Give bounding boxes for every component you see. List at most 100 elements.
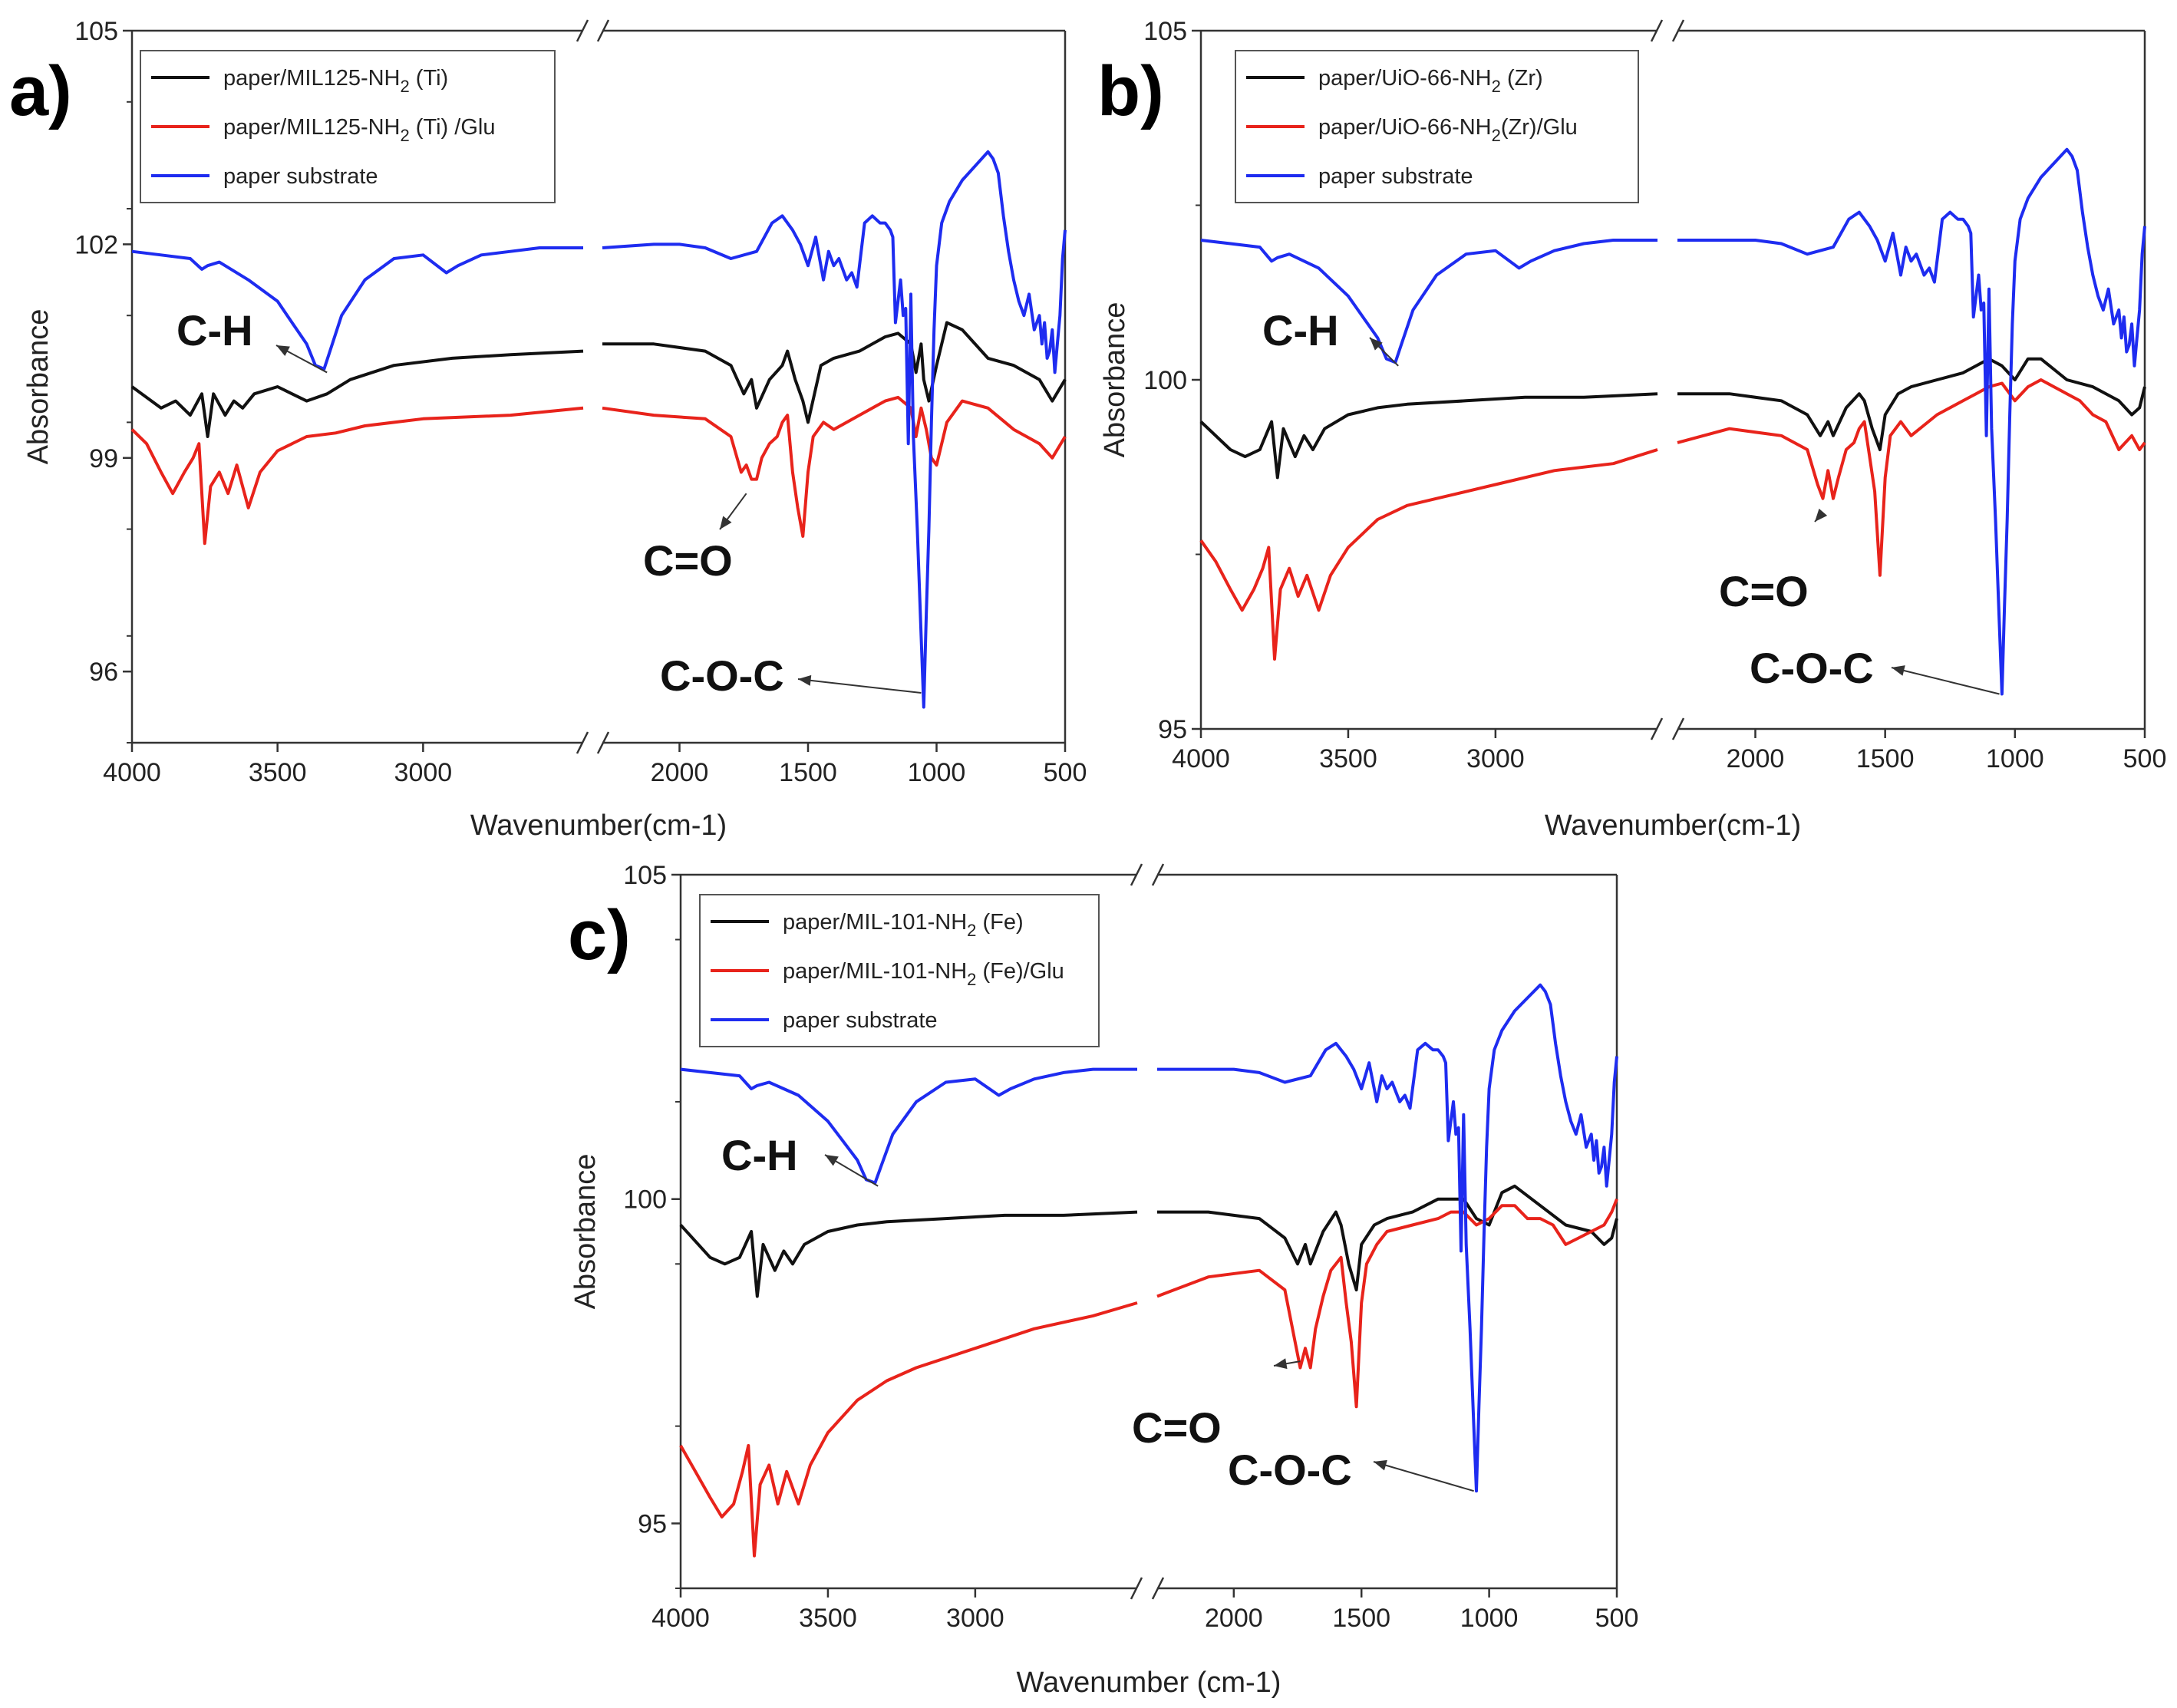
annotation-label: C-O-C [1228,1446,1352,1494]
x-tick-label: 500 [2123,744,2167,773]
x-tick-label: 1500 [1332,1604,1390,1633]
legend-entry: paper/MIL125-NH2 (Ti) [223,66,448,96]
annotation-label: C=O [643,536,733,585]
x-tick-label: 1500 [779,758,837,787]
axis-break-mark [1151,1577,1165,1600]
axis-break-mark [596,731,610,754]
series-line-3-high [680,1067,1137,1185]
y-axis-title: Absorbance [22,309,54,465]
x-tick-label: 2000 [651,758,709,787]
legend-entry: paper substrate [1318,164,1473,189]
y-tick-label: 105 [623,861,667,890]
y-axis-title: Absorbance [1099,302,1131,458]
series-line-2-low [1677,378,2146,577]
x-tick-label: 2000 [1205,1604,1263,1633]
axis-break-mark [1130,1577,1143,1600]
series-line-1-high [130,349,584,438]
annotation-arrowhead [1274,1358,1288,1370]
x-tick-label: 3500 [1319,744,1377,773]
chart-panel-3: 4000 3500 3000 2000 1500 1000 500 95 100 105 Waven… [568,861,1638,1699]
axis-break-mark [1671,717,1685,740]
series-line-3-low [1677,147,2146,696]
annotation-arrowhead [276,345,290,357]
legend-entry: paper substrate [223,164,378,189]
series-line-1-high [1199,392,1658,480]
axis-break-mark [576,731,589,754]
axis-break-mark [596,19,610,42]
x-tick-label: 2000 [1727,744,1785,773]
annotation-label: C-O-C [1750,644,1874,692]
series-line-2-high [1199,448,1658,661]
axis-break-mark [1650,19,1664,42]
series-line-2-low [602,395,1067,538]
axis-break-mark [1671,19,1685,42]
x-tick-label: 1500 [1856,744,1915,773]
x-tick-label: 4000 [103,758,161,787]
annotation-arrowhead [1892,665,1905,676]
x-axis-title: Wavenumber(cm-1) [1545,809,1801,842]
x-tick-label: 4000 [651,1604,710,1633]
legend-entry: paper/UiO-66-NH2 (Zr) [1318,66,1543,96]
y-tick-label: 100 [1143,366,1187,395]
panel-label: b) [1097,52,1164,130]
annotation-arrow [797,678,922,694]
legend-entry: paper/UiO-66-NH2(Zr)/Glu [1318,115,1578,145]
annotation-arrowhead [798,674,812,686]
x-tick-label: 500 [1595,1604,1639,1633]
axis-break-mark [576,19,589,42]
annotation-arrowhead [825,1155,839,1166]
annotation-arrowhead [1370,338,1383,351]
x-tick-label: 1000 [1986,744,2044,773]
x-tick-label: 3000 [394,758,453,787]
series-line-3-low [602,150,1067,709]
legend-entry: paper/MIL125-NH2 (Ti) /Glu [223,115,495,145]
y-tick-label: 96 [89,658,118,687]
y-tick-label: 99 [89,444,118,473]
x-tick-label: 3500 [799,1604,857,1633]
x-tick-label: 3000 [946,1604,1004,1633]
annotation-arrowhead [1374,1459,1387,1471]
y-tick-label: 105 [74,17,118,46]
panel-label: c) [568,896,631,974]
chart-panel-2: 4000 3500 3000 2000 1500 1000 500 95 100 105 Waven… [1097,17,2166,842]
chart-panel-1: 4000 3500 3000 2000 1500 1000 500 96 99 102 105 Wav… [9,17,1087,842]
annotation-arrowhead [1815,508,1828,522]
annotation-arrow [1373,1461,1474,1492]
series-line-1-high [679,1210,1138,1298]
legend-entry: paper/MIL-101-NH2 (Fe)/Glu [783,959,1064,989]
legend: paper/UiO-66-NH2 (Zr) paper/UiO-66-NH2(Zr… [1235,50,1639,203]
series-line-3-low [1157,983,1618,1493]
x-tick-label: 3500 [249,758,307,787]
x-tick-label: 500 [1044,758,1087,787]
legend-entry: paper/MIL-101-NH2 (Fe) [783,910,1024,940]
y-axis-title: Absorbance [569,1154,602,1310]
x-axis-title: Wavenumber(cm-1) [470,809,727,842]
legend-entry: paper substrate [783,1008,938,1033]
x-axis-title: Wavenumber (cm-1) [1017,1667,1281,1699]
x-tick-label: 1000 [908,758,966,787]
x-tick-label: 3000 [1466,744,1525,773]
axis-break-mark [1130,863,1143,886]
x-tick-label: 4000 [1172,744,1230,773]
panel-label: a) [9,52,72,130]
y-tick-label: 95 [1158,715,1187,744]
y-tick-label: 100 [623,1185,667,1215]
series-line-1-low [1157,1184,1618,1292]
x-tick-label: 1000 [1460,1604,1519,1633]
series-line-2-high [130,406,584,546]
annotation-label: C-H [1262,306,1339,354]
y-tick-label: 95 [638,1509,667,1538]
series-line-1-low [1677,357,2146,451]
y-tick-label: 105 [1143,17,1187,46]
legend: paper/MIL125-NH2 (Ti) paper/MIL125-NH2 (T… [140,50,556,203]
series-line-2-low [1156,1198,1618,1409]
annotation-label: C-H [721,1131,798,1179]
series-line-1-low [602,321,1067,424]
series-line-2-high [679,1301,1138,1558]
annotation-label: C=O [1132,1403,1222,1452]
axis-break-mark [1650,717,1664,740]
annotation-label: C=O [1719,567,1809,615]
annotation-label: C-H [176,306,253,354]
axis-break-mark [1151,863,1165,886]
